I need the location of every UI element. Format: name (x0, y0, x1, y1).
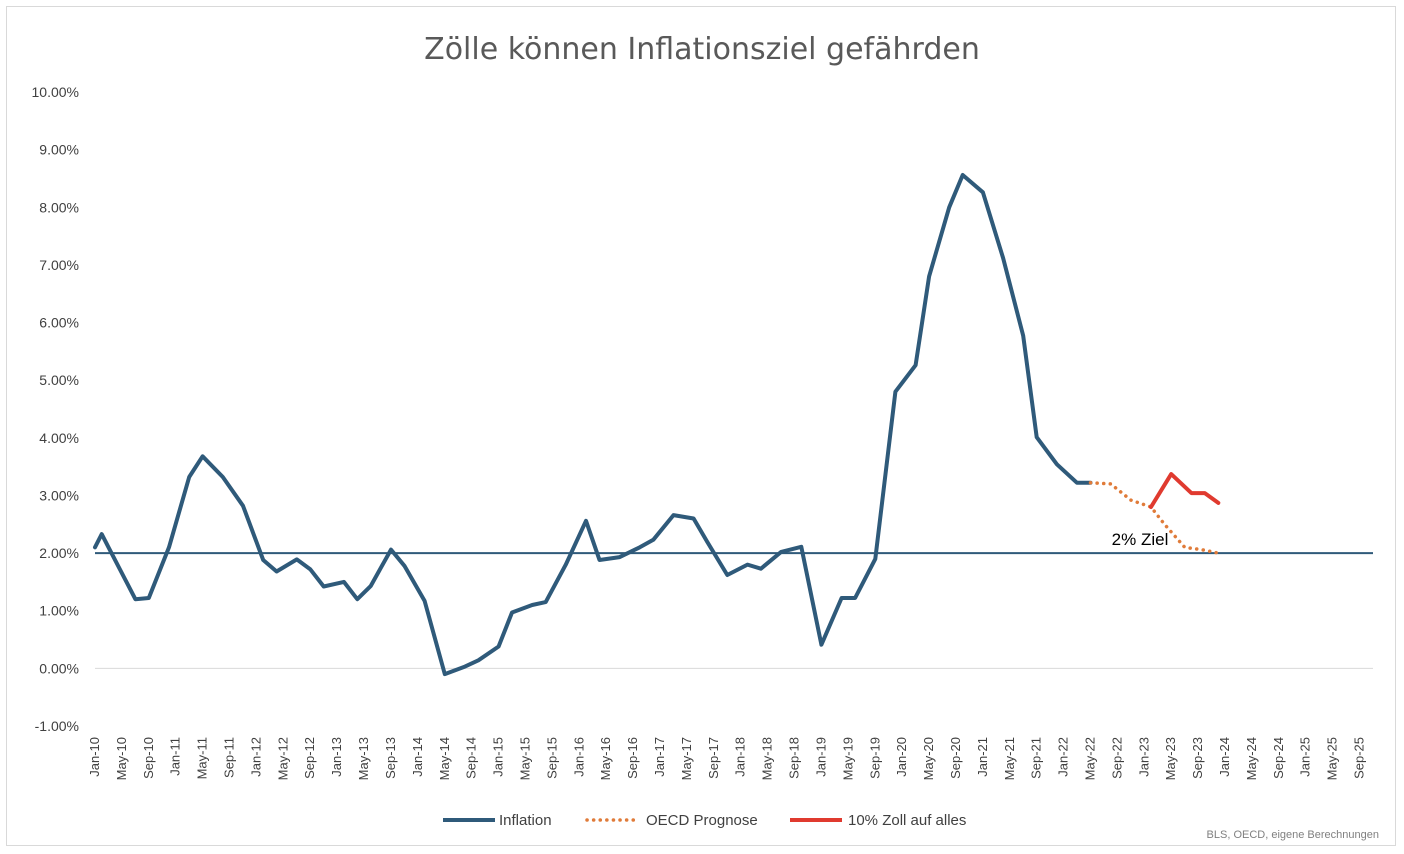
x-tick-label: Sep-25 (1352, 737, 1367, 779)
y-tick-label: 7.00% (39, 257, 79, 273)
x-axis-labels: Jan-10 May-10 Sep-10 Jan-11 May-11 Sep-11 Jan-… (87, 737, 1367, 780)
x-tick-label: Jan-12 (248, 737, 263, 777)
chart-frame: Zölle können Inflationsziel gefährden -1… (6, 6, 1396, 846)
series-group (93, 173, 1221, 677)
source-note: BLS, OECD, eigene Berechnungen (1207, 829, 1379, 841)
x-tick-label: Sep-24 (1271, 737, 1286, 779)
x-tick-label: Sep-14 (464, 737, 479, 779)
series-oecd-prognose-line (1088, 481, 1221, 555)
x-tick-label: Jan-18 (733, 737, 748, 777)
x-tick-label: Jan-14 (410, 737, 425, 777)
legend-label-zoll: 10% Zoll auf alles (848, 812, 966, 829)
y-tick-label: 4.00% (39, 430, 79, 446)
series-zoll-line (1149, 472, 1221, 509)
x-tick-label: Sep-11 (222, 737, 237, 778)
x-tick-label: Sep-23 (1190, 737, 1205, 779)
y-tick-label: 6.00% (39, 315, 79, 331)
chart-title: Zölle können Inflationsziel gefährden (424, 32, 980, 67)
reference-line-label: 2% Ziel (1112, 530, 1169, 549)
x-tick-label: May-23 (1163, 737, 1178, 780)
y-tick-label: 9.00% (39, 142, 79, 158)
y-tick-label: 0.00% (39, 660, 79, 676)
y-axis-labels: -1.00% 0.00% 1.00% 2.00% 3.00% 4.00% 5.00% 6.00… (32, 84, 79, 734)
x-tick-label: Sep-17 (706, 737, 721, 779)
x-tick-label: May-19 (840, 737, 855, 780)
x-tick-label: May-11 (195, 737, 210, 779)
y-tick-label: 8.00% (39, 199, 79, 215)
x-tick-label: Jan-13 (329, 737, 344, 777)
x-tick-label: May-13 (356, 737, 371, 780)
y-tick-label: 3.00% (39, 487, 79, 503)
legend-item-inflation: Inflation (443, 812, 552, 829)
x-tick-label: May-25 (1325, 737, 1340, 780)
x-tick-label: Sep-20 (948, 737, 963, 779)
x-tick-label: Sep-18 (787, 737, 802, 779)
x-tick-label: Jan-10 (87, 737, 102, 777)
series-inflation-line (93, 173, 1093, 677)
x-tick-label: Jan-11 (168, 737, 183, 776)
x-tick-label: May-24 (1244, 737, 1259, 780)
x-tick-label: May-15 (517, 737, 532, 780)
x-tick-label: Sep-22 (1109, 737, 1124, 779)
x-tick-label: Jan-17 (652, 737, 667, 777)
x-tick-label: Jan-23 (1136, 737, 1151, 777)
x-tick-label: May-17 (679, 737, 694, 780)
x-tick-label: Sep-19 (867, 737, 882, 779)
x-tick-label: Sep-15 (544, 737, 559, 779)
legend-label-oecd-prognose: OECD Prognose (646, 812, 758, 829)
legend-label-inflation: Inflation (499, 812, 552, 829)
y-tick-label: 1.00% (39, 603, 79, 619)
y-tick-label: 10.00% (32, 84, 79, 100)
x-tick-label: Jan-16 (571, 737, 586, 777)
inflation-chart: Zölle können Inflationsziel gefährden -1… (32, 32, 1379, 841)
x-tick-label: May-14 (437, 737, 452, 780)
legend-item-zoll: 10% Zoll auf alles (790, 812, 966, 829)
x-tick-label: May-12 (275, 737, 290, 780)
x-tick-label: Sep-13 (383, 737, 398, 779)
x-tick-label: May-21 (1002, 737, 1017, 780)
x-tick-label: Jan-20 (894, 737, 909, 777)
x-tick-label: Sep-10 (141, 737, 156, 779)
x-tick-label: Sep-21 (1029, 737, 1044, 779)
legend: Inflation OECD Prognose 10% Zoll auf all… (443, 812, 966, 829)
x-tick-label: Jan-19 (813, 737, 828, 777)
y-tick-label: 5.00% (39, 372, 79, 388)
x-tick-label: Sep-12 (302, 737, 317, 779)
x-tick-label: Sep-16 (625, 737, 640, 779)
legend-item-oecd-prognose: OECD Prognose (585, 812, 758, 829)
x-tick-label: May-20 (921, 737, 936, 780)
x-tick-label: Jan-24 (1217, 737, 1232, 777)
x-tick-label: May-18 (760, 737, 775, 780)
x-tick-label: Jan-15 (491, 737, 506, 777)
x-tick-label: May-16 (598, 737, 613, 780)
y-tick-label: 2.00% (39, 545, 79, 561)
x-tick-label: May-10 (114, 737, 129, 780)
y-tick-label: -1.00% (35, 718, 79, 734)
x-tick-label: May-22 (1082, 737, 1097, 780)
x-tick-label: Jan-21 (975, 737, 990, 777)
x-tick-label: Jan-22 (1056, 737, 1071, 777)
x-tick-label: Jan-25 (1298, 737, 1313, 777)
